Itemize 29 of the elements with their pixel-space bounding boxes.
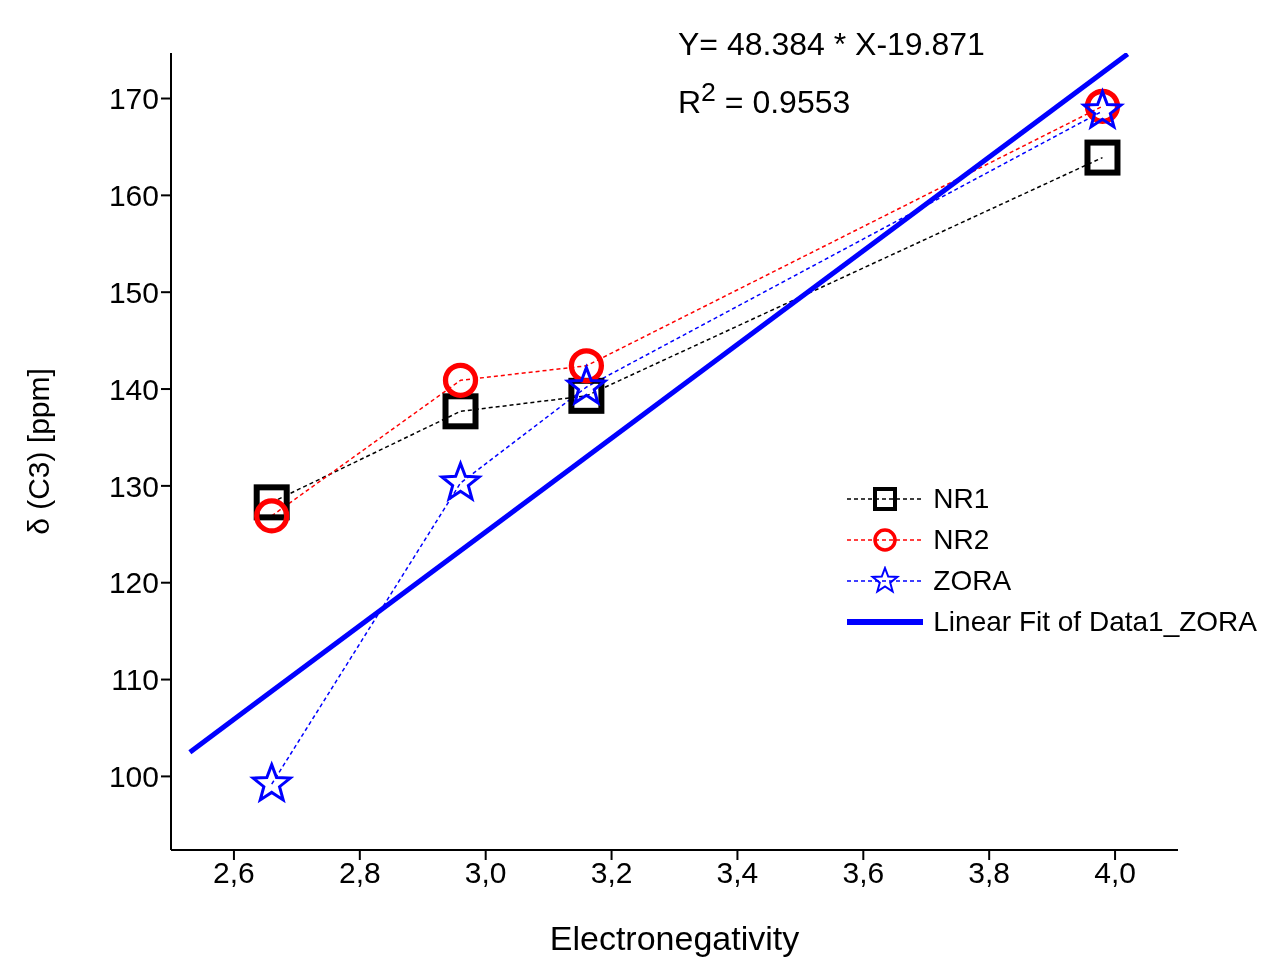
y-tick-label: 170	[108, 82, 159, 116]
point	[568, 348, 605, 384]
y-axis-title: δ (C3) [ppm]	[21, 368, 55, 535]
y-tick-label: 130	[108, 469, 159, 503]
legend-label: ZORA	[933, 564, 1012, 598]
point	[1084, 139, 1121, 176]
x-tick-label: 2,8	[338, 856, 381, 890]
x-tick-label: 3,0	[464, 856, 507, 890]
x-tick-label: 2,6	[213, 856, 255, 890]
y-tick-label: 100	[108, 760, 159, 794]
annotation: Y= 48.384 * X-19.871	[678, 25, 985, 64]
y-tick-label: 140	[108, 372, 159, 406]
x-tick-label: 3,8	[968, 856, 1011, 890]
y-tick-label: 150	[108, 275, 159, 309]
x-tick-label: 3,4	[716, 856, 759, 890]
legend-label: Linear Fit of Data1_ZORA	[933, 605, 1257, 639]
legend-label: NR2	[933, 523, 990, 557]
point	[438, 459, 483, 503]
point	[254, 498, 290, 534]
annotation: R$^{2}$ = 0.9553	[678, 76, 852, 122]
y-tick-label: 160	[108, 179, 159, 213]
x-tick-label: 3,2	[590, 856, 633, 890]
x-tick-label: 4,0	[1094, 856, 1136, 890]
y-tick-label: 110	[111, 663, 159, 697]
point	[442, 362, 479, 398]
legend-label: NR1	[933, 482, 990, 516]
x-axis-title: Electronegativity	[549, 919, 800, 957]
x-tick-label: 3,6	[842, 856, 885, 890]
y-tick-label: 120	[108, 566, 159, 600]
